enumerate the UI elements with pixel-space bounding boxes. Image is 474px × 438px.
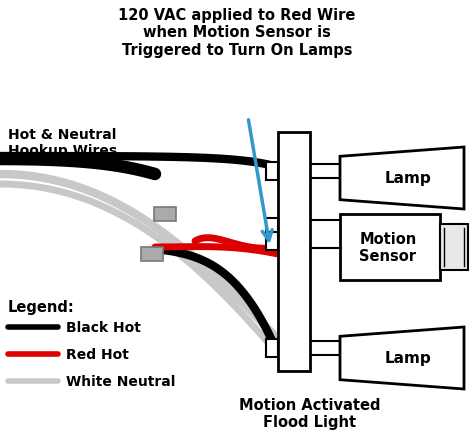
Text: Legend:: Legend:	[8, 299, 75, 314]
Bar	[266, 339, 278, 357]
Text: 120 VAC applied to Red Wire
when Motion Sensor is
Triggered to Turn On Lamps: 120 VAC applied to Red Wire when Motion …	[118, 8, 356, 58]
Bar	[266, 162, 278, 180]
Text: White Neutral: White Neutral	[66, 374, 175, 388]
Bar	[266, 219, 278, 237]
Bar	[340, 215, 440, 280]
Bar	[141, 247, 163, 261]
Text: Red Hot: Red Hot	[66, 347, 129, 361]
Text: Hot & Neutral
Hookup Wires: Hot & Neutral Hookup Wires	[8, 128, 117, 158]
Bar	[154, 208, 176, 222]
Text: Lamp: Lamp	[385, 351, 431, 366]
Text: Motion Activated
Flood Light: Motion Activated Flood Light	[239, 397, 381, 429]
Polygon shape	[340, 327, 464, 389]
Bar	[278, 133, 310, 371]
Polygon shape	[340, 148, 464, 209]
Bar	[266, 233, 278, 251]
Text: Lamp: Lamp	[385, 171, 431, 186]
Text: Black Hot: Black Hot	[66, 320, 141, 334]
Bar	[440, 224, 468, 271]
Text: Motion
Sensor: Motion Sensor	[359, 231, 417, 264]
